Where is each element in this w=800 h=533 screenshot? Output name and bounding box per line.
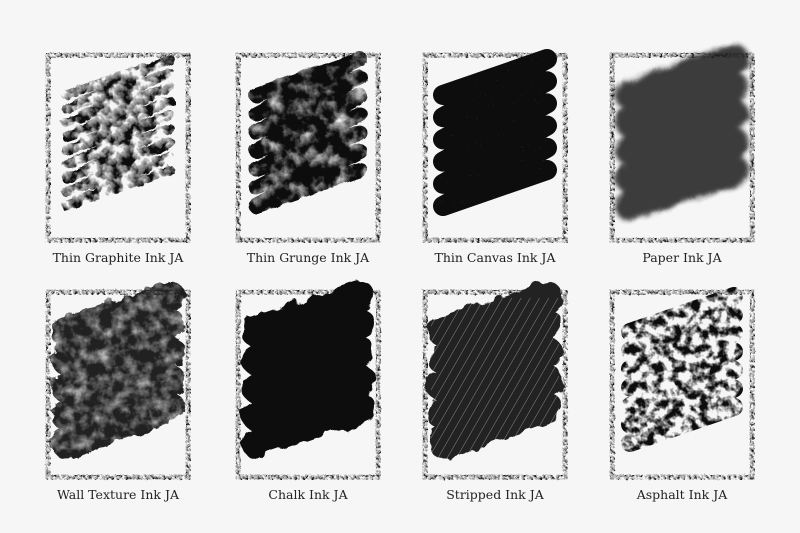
brush-card: Thin Canvas Ink JA bbox=[422, 49, 568, 265]
brush-stroke bbox=[241, 281, 375, 458]
brush-frame bbox=[609, 289, 755, 480]
brush-card: Chalk Ink JA bbox=[235, 281, 381, 502]
brush-frame bbox=[45, 289, 191, 480]
brush-stroke bbox=[61, 54, 175, 211]
brush-label: Thin Canvas Ink JA bbox=[435, 250, 557, 265]
brush-label: Stripped Ink JA bbox=[446, 487, 544, 502]
brush-frame bbox=[422, 289, 568, 480]
brush-frame bbox=[609, 52, 755, 243]
brush-hatch bbox=[431, 298, 559, 471]
brush-frame bbox=[235, 52, 381, 243]
brush-stroke bbox=[621, 287, 743, 452]
brush-label: Asphalt Ink JA bbox=[636, 487, 728, 502]
brush-stroke bbox=[51, 281, 185, 458]
brush-card: Thin Grunge Ink JA bbox=[235, 51, 381, 265]
brush-card: Stripped Ink JA bbox=[422, 281, 568, 502]
brush-card: Wall Texture Ink JA bbox=[45, 281, 191, 502]
brush-frame bbox=[45, 52, 191, 243]
brush-card: Paper Ink JA bbox=[609, 44, 755, 265]
brush-frame bbox=[235, 289, 381, 480]
brush-label: Paper Ink JA bbox=[642, 250, 722, 265]
brush-label: Chalk Ink JA bbox=[268, 487, 348, 502]
brush-frame bbox=[422, 52, 568, 243]
brush-label: Thin Grunge Ink JA bbox=[247, 250, 370, 265]
brush-label: Wall Texture Ink JA bbox=[57, 487, 180, 502]
brush-card: Asphalt Ink JA bbox=[609, 287, 755, 502]
brush-stroke bbox=[615, 44, 749, 221]
brush-card: Thin Graphite Ink JA bbox=[45, 52, 191, 265]
brush-stroke bbox=[248, 51, 368, 214]
brush-label: Thin Graphite Ink JA bbox=[53, 250, 185, 265]
brush-stroke bbox=[433, 49, 557, 216]
